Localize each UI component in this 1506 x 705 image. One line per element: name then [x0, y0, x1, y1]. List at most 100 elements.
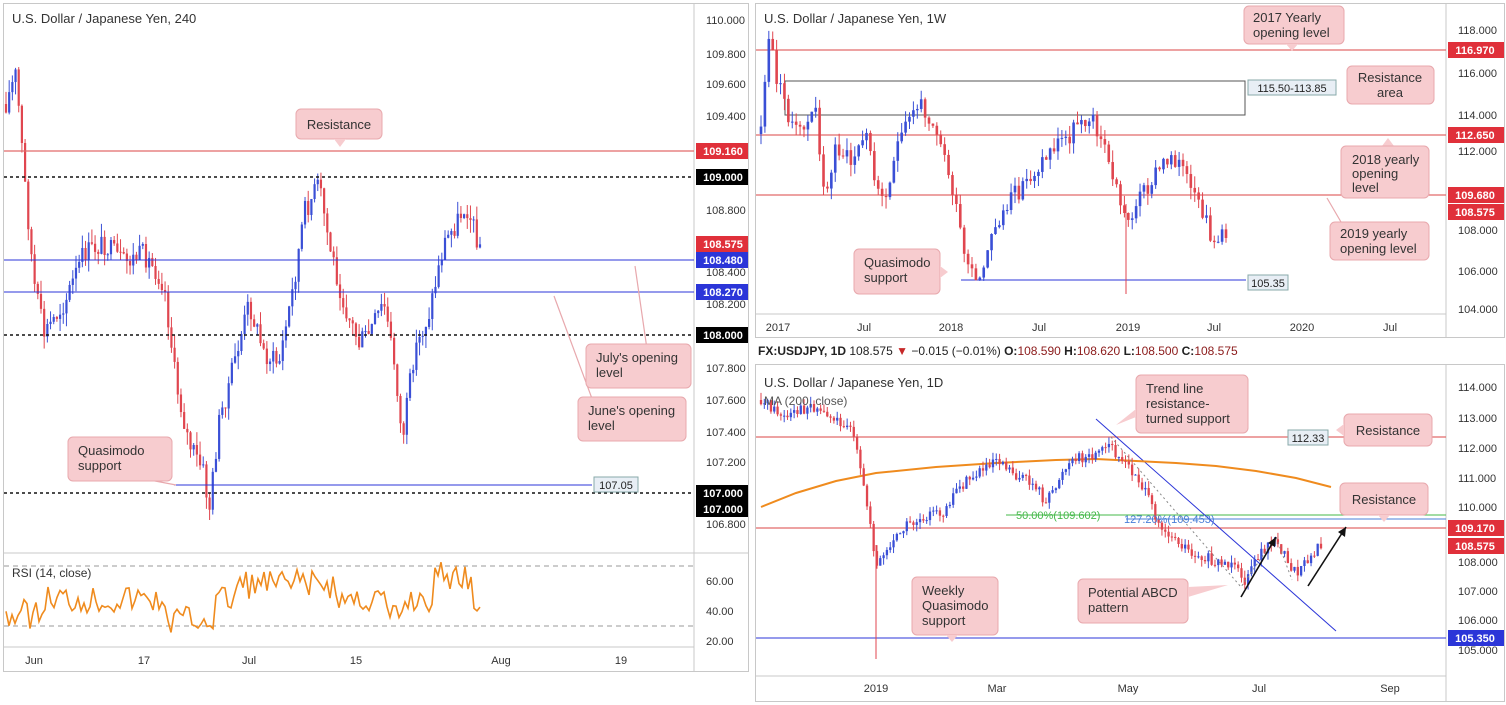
candle-body [109, 240, 113, 255]
candle-body [418, 336, 421, 343]
candle-body [128, 260, 132, 266]
high-value: 108.620 [1076, 344, 1121, 358]
candle-body [1061, 471, 1064, 480]
y-tick-label: 107.200 [706, 457, 746, 469]
candle-body [246, 301, 249, 315]
candle-body [119, 251, 122, 253]
candle-body [71, 278, 74, 285]
candle-body [326, 213, 329, 233]
candle-body [237, 351, 240, 357]
candle-body [1164, 529, 1167, 532]
candle-body [154, 266, 157, 279]
candle-body [396, 364, 399, 396]
candle-body [97, 251, 100, 254]
candle-body [986, 250, 989, 268]
candle-body [323, 188, 326, 214]
candle-body [1160, 522, 1164, 530]
candle-body [1216, 241, 1220, 243]
candle-body [466, 214, 469, 219]
candle-body [771, 38, 775, 51]
price-tag [696, 327, 748, 343]
candle-body [1173, 155, 1177, 167]
chart-panel-240: Resistance July's opening level June's o… [3, 3, 749, 672]
candle-body [1001, 461, 1005, 465]
candle-body [1058, 479, 1061, 489]
candle-body [421, 335, 424, 337]
candle-body [958, 204, 962, 228]
candle-body [932, 510, 935, 512]
candle-body [1233, 562, 1236, 565]
yearly-2019-pointer [1326, 197, 1342, 223]
y-tick-label: 107.800 [706, 363, 746, 375]
candle-body [841, 155, 845, 157]
candle-body [151, 257, 154, 267]
candle-body [1207, 553, 1210, 562]
candle-body [1197, 192, 1200, 200]
candle-body [849, 150, 853, 165]
candle-body [942, 515, 945, 517]
candle-body [916, 108, 919, 111]
candle-body [1319, 543, 1323, 549]
qm-label-line2: support [78, 458, 122, 473]
candle-body [968, 476, 971, 480]
chart-title-240: U.S. Dollar / Japanese Yen, 240 [12, 11, 196, 26]
candle-body [17, 69, 20, 106]
candle-body [1021, 474, 1024, 478]
june-label-line1: June's opening [588, 403, 675, 418]
candle-body [1124, 460, 1127, 462]
candle-body [1038, 487, 1041, 490]
candle-body [885, 549, 889, 556]
chart-1d: 50.00%(109.602) 127.20%(109.453) Trend l… [756, 365, 1504, 701]
candle-body [769, 400, 773, 412]
candle-body [965, 476, 968, 489]
candle-body [1154, 167, 1157, 186]
candle-body [792, 410, 796, 413]
y-tick-label: 108.200 [706, 299, 746, 311]
candle-body [899, 533, 902, 535]
chart-title-1w: U.S. Dollar / Japanese Yen, 1W [764, 11, 947, 26]
candle-body [1130, 464, 1134, 476]
candle-body [1048, 492, 1051, 503]
candle-body [170, 327, 173, 348]
candle-body [766, 400, 769, 404]
candle-body [810, 111, 814, 122]
price-tag [1448, 520, 1504, 536]
candle-body [892, 540, 895, 548]
yearly-2018-line2: opening [1352, 166, 1398, 181]
value-112-label: 112.33 [1292, 433, 1325, 445]
candle-body [955, 194, 958, 205]
candle-body [284, 326, 288, 341]
y-tick-label: 109.400 [706, 111, 746, 123]
candle-body [122, 252, 125, 254]
candle-body [884, 195, 888, 198]
qm-value-tag: 105.35 [1247, 274, 1289, 291]
candle-body [767, 38, 771, 82]
candle-body [925, 520, 928, 522]
candle-body [243, 314, 246, 335]
candle-body [1293, 566, 1296, 571]
candle-body [1205, 215, 1208, 218]
candle-body [1121, 457, 1124, 461]
close-label: C: [1181, 344, 1195, 358]
candle-body [1071, 458, 1074, 464]
candle-body [1220, 559, 1223, 565]
candle-body [1150, 495, 1154, 505]
candle-body [839, 417, 842, 427]
price-tag-label: 108.270 [703, 287, 743, 299]
candle-body [1037, 171, 1040, 176]
candle-body [278, 361, 281, 364]
candle-body [935, 510, 938, 512]
candle-body [1111, 443, 1114, 446]
high-label: H: [1064, 344, 1077, 358]
candle-body [1246, 574, 1250, 585]
candle-body [1313, 555, 1316, 557]
candle-body [195, 444, 198, 455]
candle-body [214, 458, 218, 472]
qm-line2: support [864, 270, 908, 285]
candle-body [208, 497, 211, 510]
x-tick-label: Mar [988, 683, 1007, 695]
candle-body [1166, 158, 1169, 165]
rsi-line [5, 562, 481, 633]
y-tick-label: 113.000 [1458, 413, 1497, 425]
candle-body [990, 233, 993, 251]
